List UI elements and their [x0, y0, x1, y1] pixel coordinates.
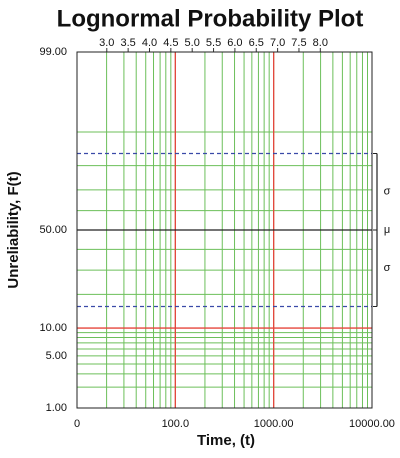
x2-tick-label: 3.5 [120, 37, 135, 49]
y-tick-label: 5.00 [46, 350, 67, 362]
x-tick-label: 1000.00 [254, 418, 294, 430]
x2-tick-label: 8.0 [313, 37, 328, 49]
x2-tick-label: 5.0 [185, 37, 200, 49]
y-tick-label: 50.00 [39, 224, 67, 236]
y-tick-label: 10.00 [39, 322, 67, 334]
sigma-label: σ [384, 262, 391, 274]
y-axis-title: Unreliability, F(t) [5, 171, 22, 288]
chart-title: Lognormal Probability Plot [57, 5, 364, 32]
x2-tick-label: 6.0 [227, 37, 242, 49]
plot-frame [76, 51, 373, 409]
y-tick-label: 99.00 [39, 46, 67, 58]
x2-tick-label: 5.5 [206, 37, 221, 49]
sigma-label: σ [384, 186, 391, 198]
x2-tick-label: 7.0 [270, 37, 285, 49]
x2-tick-label: 6.5 [249, 37, 264, 49]
y-tick-label: 1.00 [46, 402, 67, 414]
x-axis-title: Time, (t) [197, 432, 255, 449]
x2-tick-label: 7.5 [291, 37, 306, 49]
x2-tick-label: 4.0 [142, 37, 157, 49]
x-tick-label: 100.0 [162, 418, 190, 430]
x2-tick-label: 4.5 [163, 37, 178, 49]
x2-tick-label: 3.0 [99, 37, 114, 49]
x-tick-label: 10000.00 [349, 418, 395, 430]
sigma-label: μ [384, 224, 390, 236]
x-tick-label: 0 [74, 418, 80, 430]
